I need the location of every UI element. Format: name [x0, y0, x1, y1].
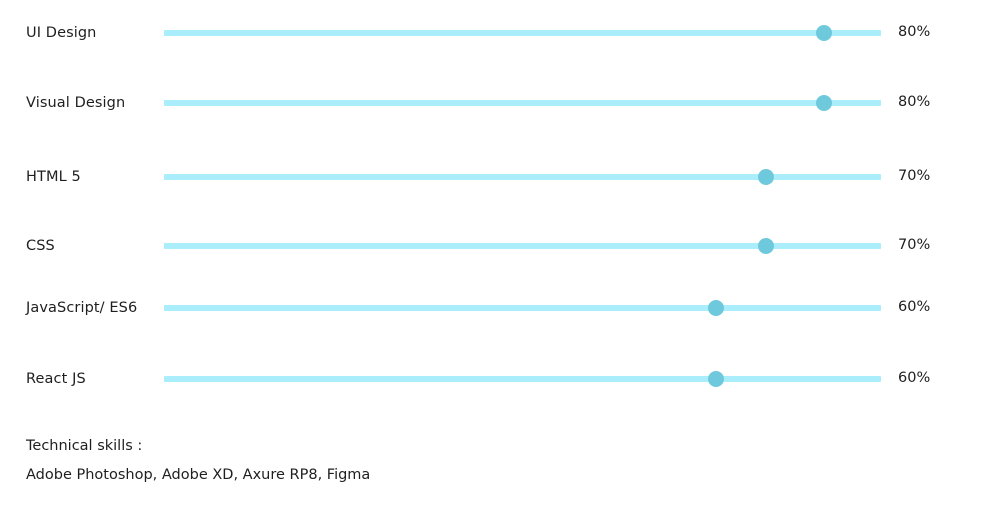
skill-slider-handle[interactable] [758, 169, 775, 185]
technical-skills-heading: Technical skills : [26, 438, 143, 454]
skill-label: Visual Design [26, 95, 126, 111]
skill-row-css: CSS 70% [0, 235, 981, 259]
skill-label: CSS [26, 238, 55, 254]
skill-percent: 60% [898, 370, 931, 386]
skill-percent: 80% [898, 24, 931, 40]
skill-slider-handle[interactable] [758, 238, 775, 254]
skill-percent: 70% [898, 168, 931, 184]
skill-row-html5: HTML 5 70% [0, 166, 981, 190]
skill-label: HTML 5 [26, 169, 81, 185]
skill-slider-track[interactable] [164, 300, 881, 316]
skill-row-visual-design: Visual Design 80% [0, 92, 981, 116]
skill-slider-handle[interactable] [815, 25, 832, 41]
skill-slider-track[interactable] [164, 371, 881, 387]
skill-label: React JS [26, 371, 86, 387]
skill-slider-handle[interactable] [708, 300, 725, 316]
skill-slider-handle[interactable] [708, 371, 725, 387]
skill-percent: 80% [898, 94, 931, 110]
skill-label: UI Design [26, 25, 97, 41]
technical-skills-list: Adobe Photoshop, Adobe XD, Axure RP8, Fi… [26, 467, 371, 483]
skill-slider-handle[interactable] [815, 95, 832, 111]
skill-slider-track[interactable] [164, 95, 881, 111]
skill-slider-track[interactable] [164, 25, 881, 41]
skill-row-javascript: JavaScript/ ES6 60% [0, 297, 981, 321]
skill-slider-track[interactable] [164, 169, 881, 185]
skill-row-react-js: React JS 60% [0, 368, 981, 392]
skill-row-ui-design: UI Design 80% [0, 22, 981, 46]
skill-percent: 60% [898, 299, 931, 315]
skill-label: JavaScript/ ES6 [26, 300, 138, 316]
skill-slider-track[interactable] [164, 238, 881, 254]
skill-percent: 70% [898, 237, 931, 253]
